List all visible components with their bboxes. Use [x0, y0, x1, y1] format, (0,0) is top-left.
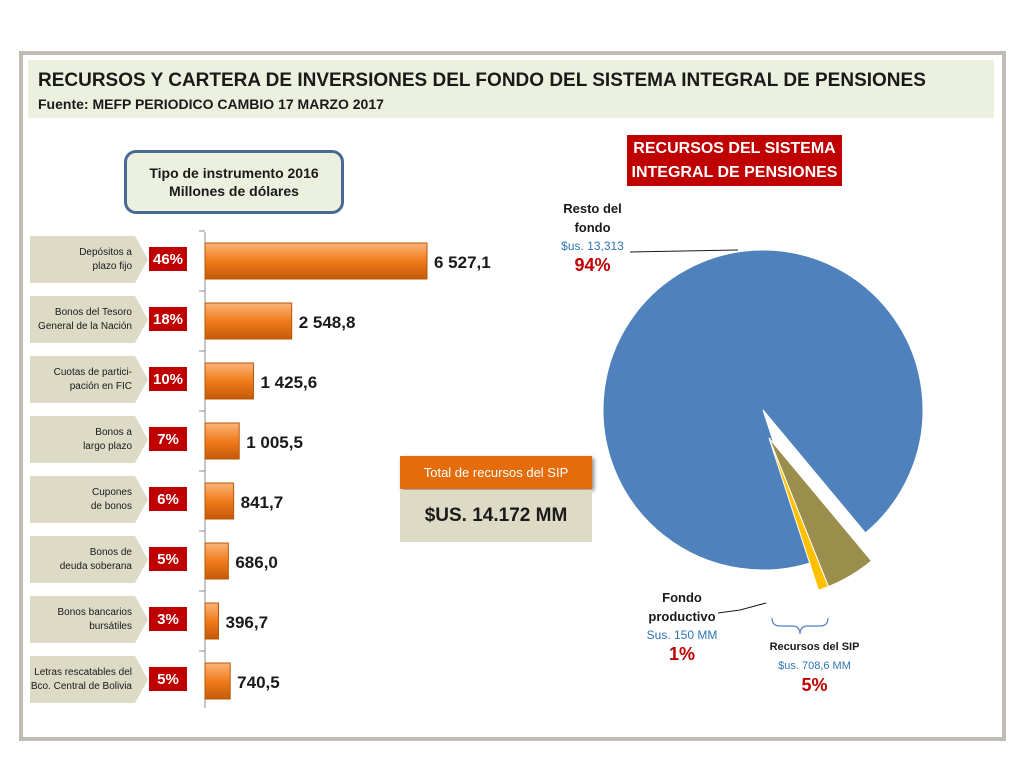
pie-label-resto-value: $us. 13,313 [561, 239, 624, 253]
sip-resources-title: RECURSOS DEL SISTEMA INTEGRAL DE PENSION… [627, 135, 842, 186]
category-label-2-line0: Cuotas de partici- [53, 366, 132, 378]
bar-0 [204, 242, 428, 280]
instrument-box-line1: Tipo de instrumento 2016 [149, 165, 319, 181]
total-value: $US. 14.172 MM [400, 490, 592, 542]
bar-3 [204, 422, 240, 460]
category-label-2: Cuotas de partici-pación en FIC [30, 356, 148, 403]
pie-label-fondo-productivo: Fondo productivo Sus. 150 MM 1% [622, 588, 742, 664]
category-label-1-line0: Bonos del Tesoro [54, 306, 132, 318]
bar-1 [204, 302, 293, 340]
bar-4 [204, 482, 235, 520]
bar-value-label-7: 740,5 [237, 673, 280, 692]
category-label-7: Letras rescatables del Bco. Central de Bo… [30, 656, 148, 703]
sip-title-line2: INTEGRAL DE PENSIONES [631, 163, 838, 181]
category-label-0: Depósitos a plazo fijo [30, 236, 148, 283]
pie-label-fondo-value: Sus. 150 MM [646, 628, 718, 642]
pie-label-resto-name2: fondo [574, 220, 611, 235]
bar-2 [204, 362, 254, 400]
category-label-0-line1: plazo fijo [92, 260, 132, 272]
category-label-5-line1: deuda soberana [59, 560, 132, 572]
category-label-5-line0: Bonos de [89, 546, 132, 558]
percent-tag-1: 18% [149, 307, 187, 331]
category-label-4: Cupones de bonos [30, 476, 148, 523]
bar-value-label-6: 396,7 [225, 613, 268, 632]
total-label: Total de recursos del SIP [400, 456, 592, 489]
category-label-5: Bonos de deuda soberana [30, 536, 148, 583]
bar-value-label-0: 6 527,1 [434, 253, 491, 272]
category-label-3: Bonos a largo plazo [30, 416, 148, 463]
instrument-box-line2: Millones de dólares [169, 183, 299, 199]
pie-label-recursos-sip: Recursos del SIP $us. 708,6 MM 5% [752, 638, 877, 695]
pie-label-resto-name1: Resto del [563, 201, 622, 216]
percent-tag-3: 7% [149, 427, 187, 451]
bar-value-label-5: 686,0 [235, 553, 278, 572]
category-label-2-line1: pación en FIC [69, 380, 132, 392]
pie-slice-resto-del-fondo [602, 249, 924, 571]
category-label-6: Bonos bancarios bursátiles [30, 596, 148, 643]
percent-tag-6: 3% [149, 607, 187, 631]
percent-tag-0: 46% [149, 247, 187, 271]
category-label-3-line1: largo plazo [83, 440, 132, 452]
pie-label-resto: Resto del fondo $us. 13,313 94% [530, 199, 655, 275]
brace-recursos-sip [771, 617, 829, 635]
bar-value-label-4: 841,7 [241, 493, 284, 512]
percent-tag-4: 6% [149, 487, 187, 511]
bar-6 [204, 602, 219, 640]
bar-value-label-3: 1 005,5 [246, 433, 303, 452]
pie-label-sip-value: $us. 708,6 MM [778, 660, 851, 672]
pie-label-sip-name: Recursos del SIP [769, 641, 860, 653]
category-label-7-line0: Letras rescatables del [34, 666, 132, 678]
category-label-3-line0: Bonos a [95, 426, 132, 438]
category-label-6-line1: bursátiles [89, 620, 132, 632]
pie-label-fondo-name1: Fondo [662, 590, 702, 605]
pie-label-fondo-pct: 1% [668, 644, 695, 664]
category-label-4-line1: de bonos [90, 500, 132, 512]
pie-label-sip-pct: 5% [801, 675, 828, 695]
pie-label-resto-pct: 94% [574, 255, 611, 275]
bar-value-label-1: 2 548,8 [299, 313, 356, 332]
leader-line-fondo-productivo [717, 602, 767, 614]
page-title: RECURSOS Y CARTERA DE INVERSIONES DEL FO… [38, 70, 926, 91]
category-label-7-line1: Bco. Central de Bolivia [30, 680, 132, 692]
percent-tag-2: 10% [149, 367, 187, 391]
category-label-1: Bonos del Tesoro General de la Nación [30, 296, 148, 343]
percent-tag-5: 5% [149, 547, 187, 571]
pie-slice-fondo-productivo [768, 437, 830, 591]
bar-value-label-2: 1 425,6 [260, 373, 317, 392]
source-note: Fuente: MEFP PERIODICO CAMBIO 17 MARZO 2… [38, 96, 384, 112]
category-label-0-line0: Depósitos a [79, 246, 132, 258]
leader-line-resto [629, 249, 739, 253]
category-label-6-line0: Bonos bancarios [57, 606, 133, 618]
percent-tag-7: 5% [149, 667, 187, 691]
instrument-type-box: Tipo de instrumento 2016 Millones de dól… [124, 150, 344, 214]
category-label-4-line0: Cupones [91, 486, 132, 498]
title-band [28, 60, 994, 118]
bar-5 [204, 542, 229, 580]
sip-title-line1: RECURSOS DEL SISTEMA [633, 139, 836, 157]
pie-label-fondo-name2: productivo [648, 609, 716, 624]
category-label-1-line1: General de la Nación [38, 320, 132, 332]
bar-7 [204, 662, 231, 700]
